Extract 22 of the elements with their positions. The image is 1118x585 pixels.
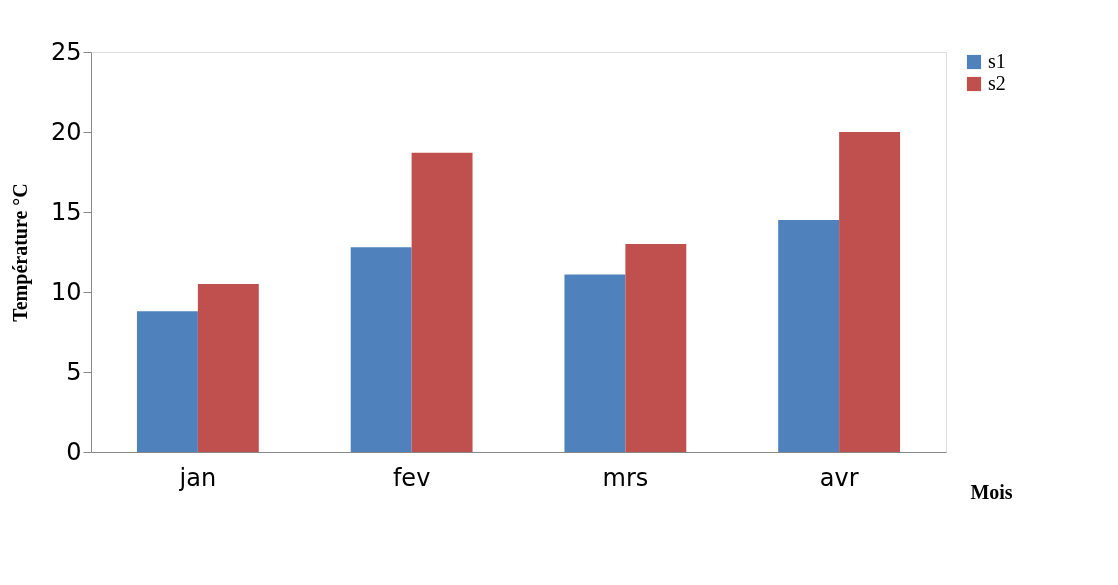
legend-label: s1 xyxy=(988,50,1006,72)
bar xyxy=(564,274,626,452)
legend-label: s2 xyxy=(988,72,1006,94)
bar xyxy=(411,152,473,452)
y-tick-label: 25 xyxy=(50,37,82,66)
x-tick-label: fev xyxy=(392,463,431,492)
x-axis-title: Mois xyxy=(970,480,1013,503)
bar xyxy=(839,132,901,452)
bar xyxy=(197,284,259,452)
bar xyxy=(136,311,198,452)
y-tick-label: 5 xyxy=(66,357,82,386)
y-tick-label: 20 xyxy=(50,117,82,146)
x-tick-label: avr xyxy=(819,463,859,492)
y-tick-label: 10 xyxy=(50,277,82,306)
x-tick-label: mrs xyxy=(602,463,649,492)
y-tick-label: 0 xyxy=(66,437,82,466)
bar xyxy=(778,220,840,452)
y-axis-title: Température °C xyxy=(8,183,32,322)
x-tick-label: jan xyxy=(178,463,217,492)
bar xyxy=(625,244,687,452)
bar xyxy=(350,247,412,452)
y-tick-label: 15 xyxy=(50,197,82,226)
